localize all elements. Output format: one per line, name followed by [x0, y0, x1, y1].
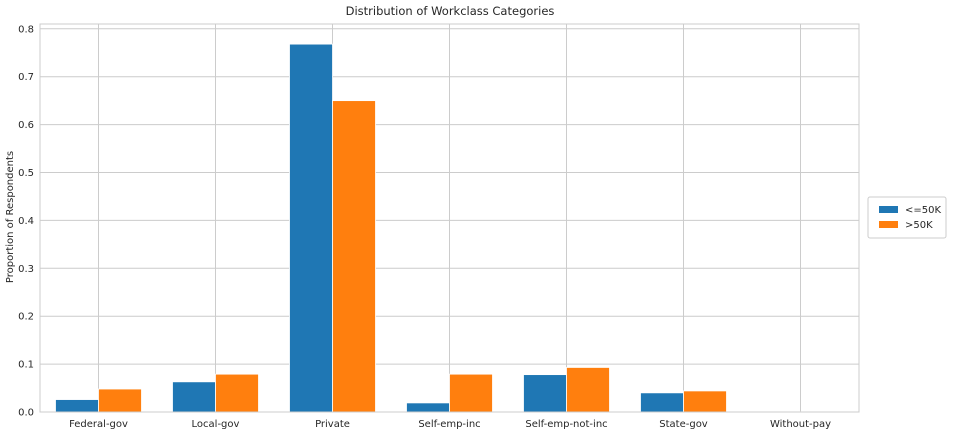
bar-series-0-private	[290, 44, 333, 412]
x-tick-label: State-gov	[659, 419, 708, 430]
y-tick-label: 0.5	[18, 168, 34, 179]
y-tick-label: 0.6	[18, 120, 34, 131]
bar-series-0-self-emp-not-inc	[524, 375, 567, 412]
legend-box	[868, 197, 946, 238]
bar-series-1-private	[333, 101, 376, 412]
legend-label: <=50K	[905, 205, 941, 216]
y-tick-label: 0.0	[18, 408, 34, 419]
x-tick-label: Self-emp-inc	[418, 419, 480, 430]
bar-series-1-state-gov	[684, 391, 727, 412]
y-tick-label: 0.1	[18, 360, 34, 371]
x-tick-label: Private	[315, 419, 350, 430]
bar-series-0-federal-gov	[56, 400, 99, 412]
y-tick-label: 0.8	[18, 24, 34, 35]
y-tick-label: 0.3	[18, 264, 34, 275]
bar-series-1-self-emp-inc	[450, 374, 493, 412]
bar-series-1-federal-gov	[99, 389, 142, 412]
legend-label: >50K	[905, 220, 933, 231]
legend-swatch	[879, 206, 898, 213]
bars	[56, 44, 801, 412]
x-tick-label: Self-emp-not-inc	[525, 419, 607, 430]
bar-series-0-self-emp-inc	[407, 403, 450, 412]
bar-series-0-local-gov	[173, 382, 216, 412]
y-axis-label: Proportion of Respondents	[5, 151, 16, 283]
legend-swatch	[879, 221, 898, 228]
legend: <=50K >50K	[868, 197, 946, 238]
y-tick-label: 0.2	[18, 312, 34, 323]
chart-title: Distribution of Workclass Categories	[346, 4, 555, 18]
bar-series-0-state-gov	[641, 393, 684, 412]
x-tick-label: Federal-gov	[69, 419, 128, 430]
y-tick-label: 0.4	[18, 216, 34, 227]
x-tick-label: Local-gov	[192, 419, 240, 430]
y-tick-label: 0.7	[18, 72, 34, 83]
axes: 0.0 0.1 0.2 0.3 0.4 0.5 0.6 0.7 0.8 Federal-gov Lo…	[18, 24, 859, 430]
grid-lines	[40, 24, 859, 412]
x-tick-label: Without-pay	[770, 419, 831, 430]
bar-series-1-local-gov	[216, 374, 259, 412]
bar-series-1-self-emp-not-inc	[567, 367, 610, 412]
